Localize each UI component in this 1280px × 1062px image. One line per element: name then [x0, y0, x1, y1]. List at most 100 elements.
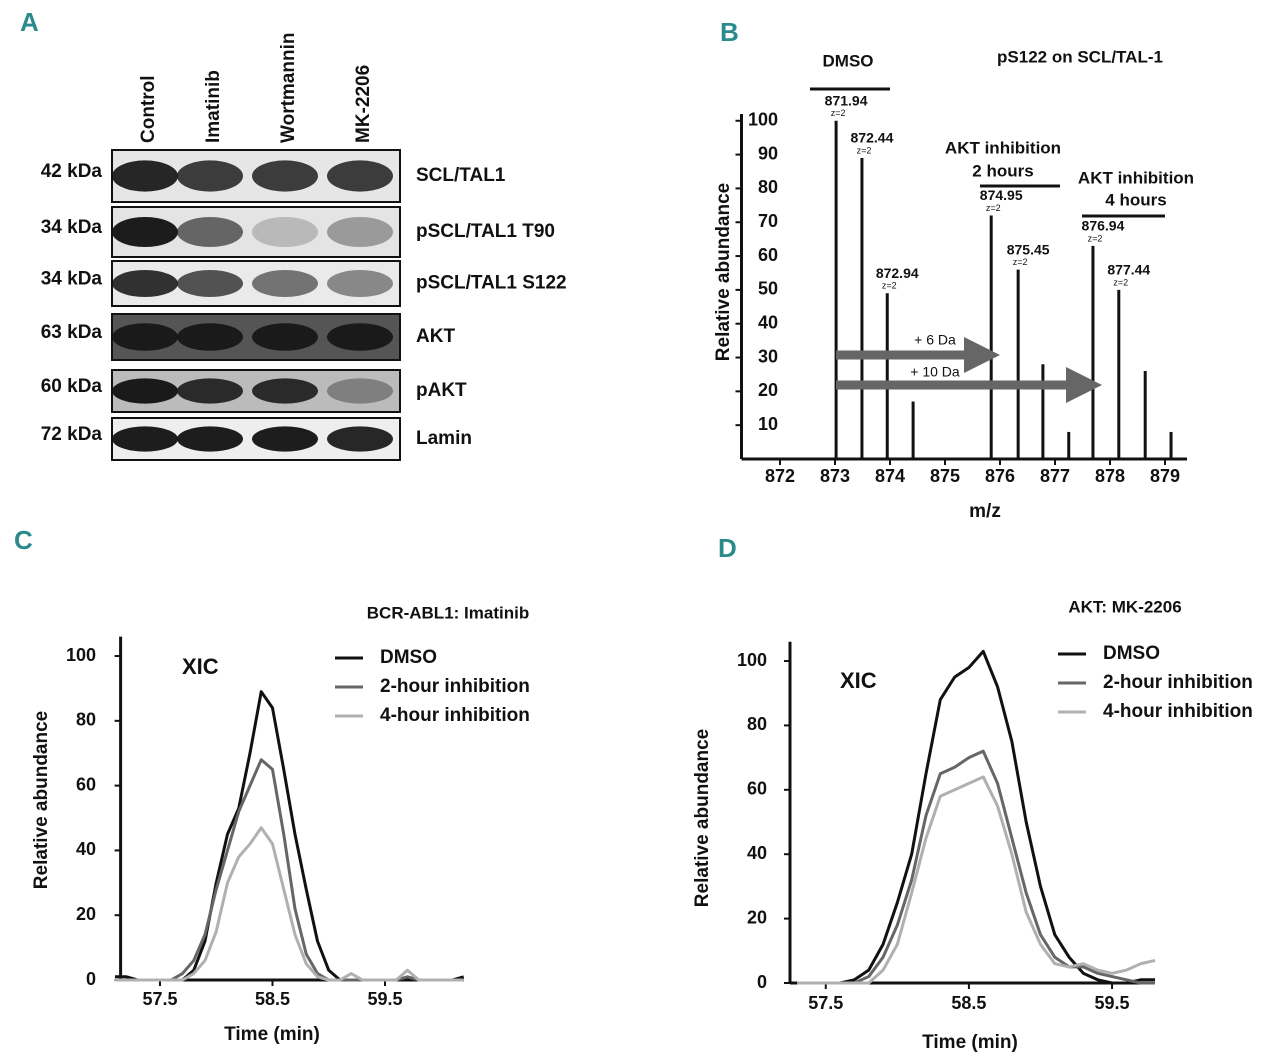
panel-label: B — [720, 17, 739, 47]
band — [177, 270, 243, 297]
x-axis-label: m/z — [969, 501, 1001, 522]
y-axis-label: Relative abundance — [31, 711, 52, 889]
y-tick-label: 60 — [758, 245, 778, 265]
band — [177, 378, 243, 404]
protein-label: AKT — [416, 326, 455, 347]
y-tick-label: 60 — [76, 774, 96, 794]
band — [252, 426, 318, 452]
x-tick-label: 58.5 — [255, 989, 290, 1009]
band — [327, 217, 393, 247]
band — [177, 160, 243, 192]
chart-title: pS122 on SCL/TAL-1 — [997, 47, 1163, 66]
peak-charge: z=2 — [831, 108, 846, 118]
annotation: XIC — [182, 654, 219, 679]
x-tick-label: 873 — [820, 466, 850, 486]
lane-label: Wortmannin — [278, 33, 299, 143]
peak-charge: z=2 — [882, 281, 897, 291]
legend-label: DMSO — [380, 647, 437, 668]
y-tick-label: 70 — [758, 211, 778, 231]
y-axis-label: Relative abundance — [713, 183, 734, 361]
series-line — [797, 749, 1155, 985]
band — [327, 323, 393, 351]
x-tick-label: 875 — [930, 466, 960, 486]
protein-label: pSCL/TAL1 S122 — [416, 273, 567, 294]
y-tick-label: 40 — [758, 312, 778, 332]
band — [252, 378, 318, 404]
y-tick-label: 80 — [758, 177, 778, 197]
size-label: 34 kDa — [41, 269, 103, 290]
y-tick-label: 0 — [86, 969, 96, 989]
lane-label: Imatinib — [203, 70, 224, 143]
protein-label: pAKT — [416, 380, 467, 401]
band — [112, 270, 178, 297]
y-tick-label: 80 — [747, 714, 767, 734]
peak-label: 877.44 — [1107, 262, 1150, 278]
x-tick-label: 874 — [875, 466, 905, 486]
group-sublabel: 4 hours — [1105, 190, 1166, 209]
y-tick-label: 10 — [758, 414, 778, 434]
lane-label: Control — [138, 75, 159, 143]
x-axis-label: Time (min) — [922, 1032, 1018, 1053]
legend-label: 2-hour inhibition — [1103, 672, 1253, 693]
panel-label: D — [718, 533, 737, 563]
peak-charge: z=2 — [1013, 257, 1028, 267]
y-tick-label: 100 — [748, 110, 778, 130]
y-tick-label: 40 — [747, 843, 767, 863]
band — [252, 270, 318, 297]
peak-label: 876.94 — [1082, 218, 1125, 234]
x-tick-label: 878 — [1095, 466, 1125, 486]
y-tick-label: 30 — [758, 346, 778, 366]
legend-label: 4-hour inhibition — [1103, 701, 1253, 722]
panel-label: A — [20, 7, 39, 37]
band — [112, 426, 178, 452]
band — [112, 378, 178, 404]
legend-label: 4-hour inhibition — [380, 705, 530, 726]
group-sublabel: 2 hours — [972, 161, 1033, 180]
size-label: 63 kDa — [41, 322, 103, 343]
annotation: XIC — [840, 668, 877, 693]
legend-label: 2-hour inhibition — [380, 676, 530, 697]
band — [177, 323, 243, 351]
y-tick-label: 20 — [758, 380, 778, 400]
y-tick-label: 90 — [758, 143, 778, 163]
band — [252, 160, 318, 192]
peak-label: 872.44 — [851, 130, 894, 146]
peak-label: 874.95 — [980, 187, 1023, 203]
group-label: AKT inhibition — [945, 138, 1061, 157]
band — [252, 217, 318, 247]
legend-label: DMSO — [1103, 643, 1160, 664]
band — [327, 270, 393, 297]
x-tick-label: 59.5 — [1095, 993, 1130, 1013]
y-tick-label: 80 — [76, 710, 96, 730]
shift-label: + 6 Da — [914, 332, 956, 348]
chart-title: AKT: MK-2206 — [1068, 597, 1181, 616]
y-tick-label: 20 — [747, 907, 767, 927]
group-label: AKT inhibition — [1078, 168, 1194, 187]
size-label: 42 kDa — [41, 161, 103, 182]
panel-label: C — [14, 525, 33, 555]
band — [327, 160, 393, 192]
series-line — [797, 775, 1156, 985]
chart-title: BCR-ABL1: Imatinib — [367, 603, 529, 622]
peak-label: 875.45 — [1007, 241, 1050, 257]
peak-charge: z=2 — [857, 145, 872, 155]
y-tick-label: 0 — [757, 972, 767, 992]
y-axis-label: Relative abundance — [692, 729, 713, 907]
band — [112, 217, 178, 247]
size-label: 72 kDa — [41, 424, 103, 445]
series-line — [114, 826, 464, 982]
size-label: 60 kDa — [41, 376, 103, 397]
y-tick-label: 100 — [66, 645, 96, 665]
band — [177, 426, 243, 452]
band — [327, 426, 393, 452]
x-tick-label: 877 — [1040, 466, 1070, 486]
lane-label: MK-2206 — [353, 65, 374, 143]
peak-charge: z=2 — [1113, 277, 1128, 287]
y-tick-label: 50 — [758, 279, 778, 299]
band — [112, 160, 178, 192]
x-tick-label: 57.5 — [142, 989, 177, 1009]
series-line — [797, 649, 1155, 985]
group-label: DMSO — [823, 51, 874, 70]
x-tick-label: 872 — [765, 466, 795, 486]
